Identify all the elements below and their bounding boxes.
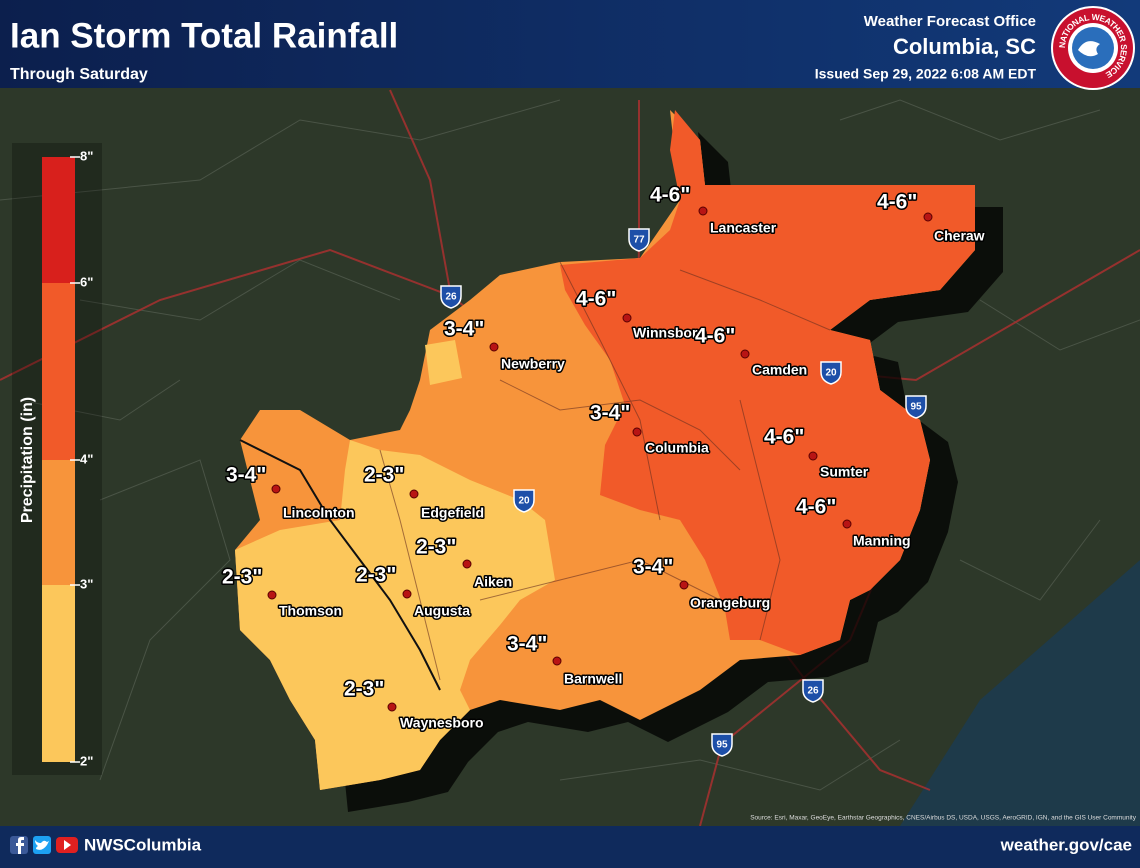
highway-shield: 26 [440, 285, 462, 309]
source-credit: Source: Esri, Maxar, GeoEye, Earthstar G… [750, 815, 1137, 822]
nws-logo: NATIONAL WEATHER SERVICE [1051, 6, 1135, 90]
legend-band [42, 585, 75, 762]
location: Columbia, SC [893, 34, 1036, 59]
rain-amount: 4-6" [796, 496, 836, 519]
legend-tick-label: 2" [80, 753, 93, 768]
city-name: Thomson [279, 603, 342, 619]
rain-amount: 2-3" [344, 678, 384, 701]
city-dot [842, 519, 852, 529]
header-bar [0, 0, 1140, 88]
zone-4-6 [560, 110, 975, 655]
rain-amount: 3-4" [444, 318, 484, 341]
social-icons [10, 836, 78, 854]
city-name: Lancaster [710, 220, 777, 236]
legend-tick-label: 6" [80, 274, 93, 289]
city-dot [462, 559, 472, 569]
footer-url: weather.gov/cae [1000, 835, 1132, 854]
city-name: Newberry [501, 356, 565, 372]
rain-amount: 3-4" [507, 633, 547, 656]
shield-shape [440, 285, 462, 309]
city-dot [271, 484, 281, 494]
shield-shape [820, 361, 842, 385]
legend-title: Precipitation (in) [19, 397, 36, 523]
rain-amount: 2-3" [416, 536, 456, 559]
city-name: Sumter [820, 464, 869, 480]
shield-shape [513, 489, 535, 513]
city-name: Aiken [474, 574, 512, 590]
shield-shape [628, 228, 650, 252]
shield-shape [905, 395, 927, 419]
city-name: Camden [752, 362, 807, 378]
rain-amount: 2-3" [356, 564, 396, 587]
highway-number: 26 [807, 686, 819, 697]
city-name: Cheraw [934, 228, 985, 244]
city-name: Orangeburg [690, 595, 770, 611]
city-dot [740, 349, 750, 359]
footer-bar [0, 826, 1140, 868]
city-dot [923, 212, 933, 222]
rain-amount: 4-6" [576, 288, 616, 311]
city-name: Lincolnton [283, 505, 355, 521]
highway-number: 20 [825, 368, 837, 379]
highway-number: 95 [910, 402, 922, 413]
highway-number: 77 [633, 235, 645, 246]
rain-amount: 4-6" [695, 325, 735, 348]
city-name: Barnwell [564, 671, 622, 687]
highway-shield: 95 [905, 395, 927, 419]
shield-shape [802, 679, 824, 703]
city-dot [808, 451, 818, 461]
city-name: Waynesboro [400, 715, 484, 731]
city-dot [698, 206, 708, 216]
subtitle: Through Saturday [10, 66, 148, 83]
shield-shape [711, 733, 733, 757]
rain-amount: 3-4" [590, 402, 630, 425]
highway-shield: 26 [802, 679, 824, 703]
city-name: Manning [853, 533, 911, 549]
office: Weather Forecast Office [864, 13, 1036, 30]
highway-number: 26 [445, 292, 457, 303]
highway-shield: 95 [711, 733, 733, 757]
highway-number: 95 [716, 740, 728, 751]
rain-amount: 2-3" [222, 566, 262, 589]
ocean [900, 560, 1140, 826]
rain-amount: 4-6" [764, 426, 804, 449]
city-name: Augusta [414, 603, 470, 619]
highway-shield: 20 [820, 361, 842, 385]
city-dot [409, 489, 419, 499]
city-dot [622, 313, 632, 323]
city-dot [679, 580, 689, 590]
rain-amount: 4-6" [877, 191, 917, 214]
rain-amount: 4-6" [650, 184, 690, 207]
zone-2-3 [235, 340, 555, 790]
highway-shield: 77 [628, 228, 650, 252]
legend-tick-label: 4" [80, 451, 93, 466]
legend-band [42, 157, 75, 283]
issued: Issued Sep 29, 2022 6:08 AM EDT [815, 66, 1037, 82]
city-dot [552, 656, 562, 666]
rain-amount: 3-4" [633, 556, 673, 579]
footer-handle: NWSColumbia [84, 835, 202, 854]
city-dot [489, 342, 499, 352]
city-name: Edgefield [421, 505, 484, 521]
rainfall-zones [235, 110, 1003, 812]
city-name: Winnsboro [633, 325, 706, 341]
city-dot [387, 702, 397, 712]
city-name: Columbia [645, 440, 709, 456]
legend-band [42, 460, 75, 585]
legend-tick-label: 3" [80, 576, 93, 591]
city-dot [402, 589, 412, 599]
rain-amount: 2-3" [364, 464, 404, 487]
legend-band [42, 283, 75, 460]
city-dot [267, 590, 277, 600]
highway-shield: 20 [513, 489, 535, 513]
title: Ian Storm Total Rainfall [10, 16, 398, 55]
highway-number: 20 [518, 496, 530, 507]
rain-amount: 3-4" [226, 464, 266, 487]
legend-tick-label: 8" [80, 148, 93, 163]
city-dot [632, 427, 642, 437]
